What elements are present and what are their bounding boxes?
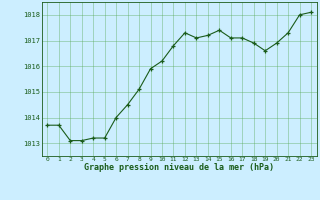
- X-axis label: Graphe pression niveau de la mer (hPa): Graphe pression niveau de la mer (hPa): [84, 163, 274, 172]
